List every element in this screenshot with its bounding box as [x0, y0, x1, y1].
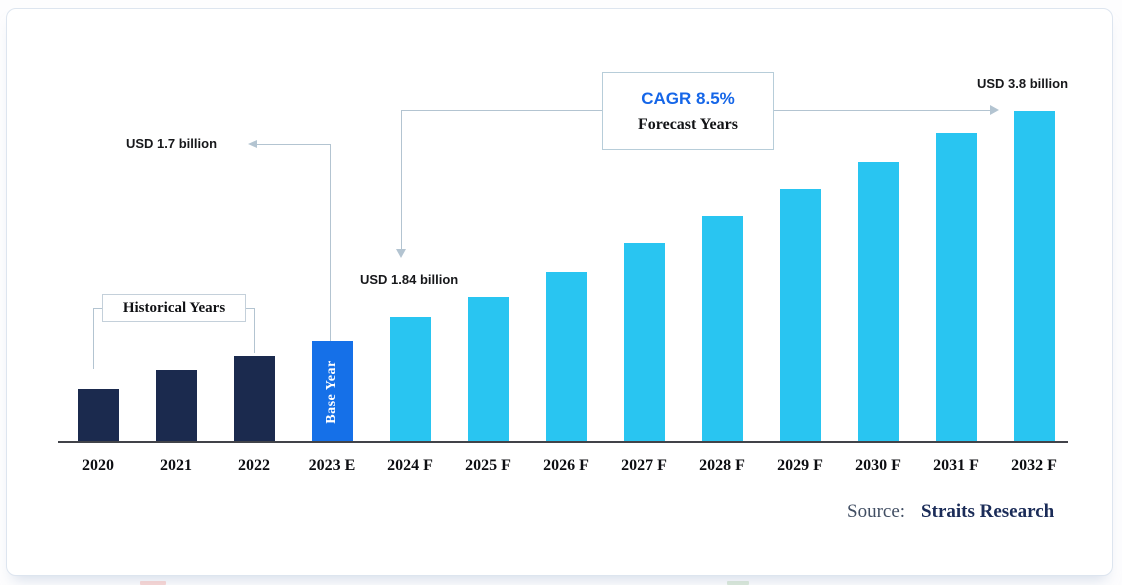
- bar-2024-f: [389, 317, 431, 443]
- base-year-vertical-label: Base Year: [324, 360, 339, 424]
- x-tick-2031-f: 2031 F: [933, 457, 979, 474]
- connector-cagr-right-line: [774, 110, 990, 111]
- bar-2022: [233, 356, 275, 443]
- x-tick-2026-f: 2026 F: [543, 457, 589, 474]
- bar-2025-f: [467, 297, 509, 443]
- x-tick-2025-f: 2025 F: [465, 457, 511, 474]
- historical-years-box: Historical Years: [102, 294, 246, 322]
- x-tick-2023-e: 2023 E: [308, 457, 356, 474]
- x-tick-2021: 2021: [160, 457, 192, 474]
- annotation-usd-3-8-billion: USD 3.8 billion: [977, 76, 1069, 91]
- x-tick-2030-f: 2030 F: [855, 457, 901, 474]
- bar-2027-f: [623, 243, 665, 443]
- x-tick-2022: 2022: [238, 457, 270, 474]
- annotation-usd-1-84-billion: USD 1.84 billion: [360, 272, 459, 287]
- cagr-caption: Forecast Years: [638, 115, 738, 133]
- page-fragment-pink: [140, 581, 166, 585]
- bar-2020: [77, 389, 119, 443]
- bar-2029-f: [779, 189, 821, 443]
- cagr-box: CAGR 8.5% Forecast Years: [602, 72, 774, 150]
- bar-2021: [155, 370, 197, 443]
- historical-bracket-right-stub: [246, 308, 255, 309]
- arrow-down-icon: [396, 249, 406, 258]
- x-tick-2027-f: 2027 F: [621, 457, 667, 474]
- x-axis-line: [58, 441, 1068, 443]
- page-fragment-green: [727, 581, 749, 585]
- x-tick-2024-f: 2024 F: [387, 457, 433, 474]
- source-credit: Source: Straits Research: [847, 501, 1054, 523]
- bar-2031-f: [935, 133, 977, 443]
- cagr-value: CAGR 8.5%: [641, 88, 735, 108]
- arrow-right-icon: [990, 105, 999, 115]
- x-tick-2020: 2020: [82, 457, 114, 474]
- connector-base-year-horizontal-line: [257, 144, 331, 145]
- historical-bracket-left-line: [93, 308, 94, 369]
- x-tick-2028-f: 2028 F: [699, 457, 745, 474]
- x-tick-2032-f: 2032 F: [1011, 457, 1057, 474]
- connector-base-year-vertical-line: [330, 145, 331, 341]
- bar-2032-f: [1013, 111, 1055, 443]
- source-name: Straits Research: [921, 501, 1055, 522]
- connector-cagr-left-line: [401, 110, 602, 111]
- historical-bracket-right-line: [254, 308, 255, 353]
- bar-2028-f: [701, 216, 743, 443]
- source-label: Source:: [847, 501, 906, 522]
- bar-2030-f: [857, 162, 899, 443]
- x-tick-2029-f: 2029 F: [777, 457, 823, 474]
- historical-bracket-left-stub: [93, 308, 102, 309]
- arrow-left-icon: [248, 140, 257, 148]
- connector-cagr-down-line: [401, 110, 402, 249]
- annotation-usd-1-7-billion: USD 1.7 billion: [126, 136, 218, 151]
- bar-2023-e: Base Year: [311, 341, 353, 443]
- bar-2026-f: [545, 272, 587, 443]
- historical-years-label: Historical Years: [122, 299, 226, 316]
